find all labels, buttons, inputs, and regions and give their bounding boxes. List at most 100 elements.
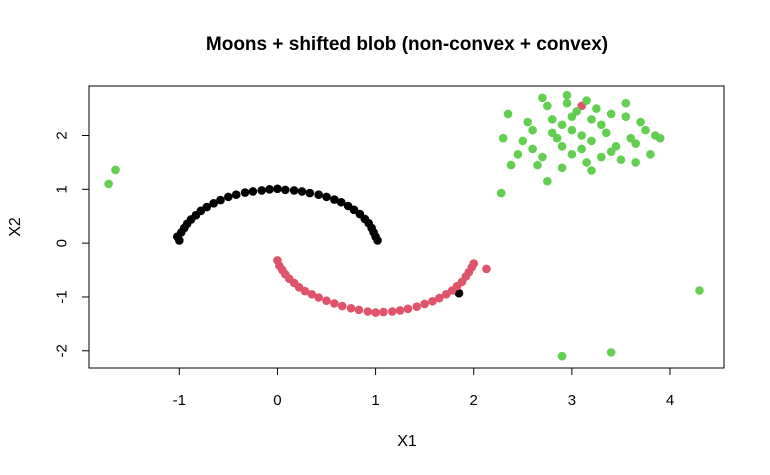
data-point [314,293,323,302]
data-point [506,160,516,170]
y-axis: -2 -1 0 1 2 [54,131,90,357]
x-tick-label: 1 [371,392,379,409]
data-point [557,351,567,361]
data-point [543,101,552,111]
data-point [543,176,552,186]
data-point [371,308,380,317]
data-point [300,286,310,296]
data-point [557,120,567,130]
data-point [322,192,331,202]
data-point [562,90,572,100]
data-point [280,185,290,195]
data-point [503,109,513,119]
data-point [636,117,645,127]
series-cluster_red [273,101,586,317]
data-point [273,184,282,194]
data-point [209,199,218,208]
data-point [104,179,113,189]
data-point [248,187,258,196]
data-point [297,187,307,196]
data-points [104,90,704,361]
data-point [363,307,373,316]
data-point [567,150,577,159]
data-point [435,293,444,303]
data-point [587,115,596,124]
x-tick-label: 0 [273,392,281,409]
series-cluster_black [173,184,464,298]
data-point [557,141,567,151]
data-point [428,296,437,306]
data-point [577,131,586,140]
data-point [631,158,640,167]
data-point [379,307,388,317]
y-tick-label: 2 [54,131,71,139]
data-point [513,150,523,159]
chart-title: Moons + shifted blob (non-convex + conve… [206,34,608,55]
x-axis: -1 0 1 2 3 4 [173,367,674,409]
x-tick-label: 3 [568,392,576,409]
data-point [621,98,631,108]
data-point [403,304,413,314]
data-point [307,289,317,299]
data-point [330,195,339,204]
data-point [597,152,606,162]
data-point [582,158,591,167]
data-point [616,155,626,165]
data-point [469,259,479,268]
data-point [216,195,225,205]
data-point [498,133,508,143]
data-point [330,299,339,308]
data-point [420,299,429,309]
data-point [496,188,506,198]
data-point [621,112,631,121]
data-point [567,125,577,135]
data-point [597,120,606,130]
data-point [547,128,557,138]
data-point [601,128,611,138]
data-point [523,117,533,127]
data-point [412,302,422,311]
data-point [224,192,233,202]
data-point [562,98,572,108]
data-point [373,236,382,245]
data-point [538,93,547,103]
data-point [337,301,347,311]
y-axis-label: X2 [7,217,24,237]
x-tick-label: 2 [470,392,478,409]
x-axis-label: X1 [397,433,417,450]
data-point [695,286,704,295]
data-point [322,296,331,306]
data-point [354,305,364,315]
data-point [611,141,621,151]
data-point [349,205,359,215]
y-tick-label: -1 [54,290,71,303]
data-point [528,144,537,154]
data-point [528,125,537,135]
data-point [202,202,212,212]
data-point [567,112,577,121]
x-tick-label: 4 [666,392,674,409]
data-point [587,136,596,146]
series-cluster_green [104,90,704,361]
data-point [289,186,299,195]
x-tick-label: -1 [173,392,186,409]
data-point [346,303,356,313]
data-point [314,190,323,200]
y-tick-label: 1 [54,185,71,193]
data-point [231,190,241,200]
data-point [547,115,557,124]
data-point [454,288,464,298]
data-point [646,150,655,159]
data-point [518,136,528,146]
data-point [592,104,601,113]
data-point [336,197,346,207]
data-point [395,306,405,315]
y-tick-label: -2 [54,344,71,357]
data-point [587,166,596,175]
data-point [606,109,616,119]
data-point [641,125,650,135]
data-point [626,133,636,143]
data-point [265,185,274,194]
data-point [538,152,547,162]
